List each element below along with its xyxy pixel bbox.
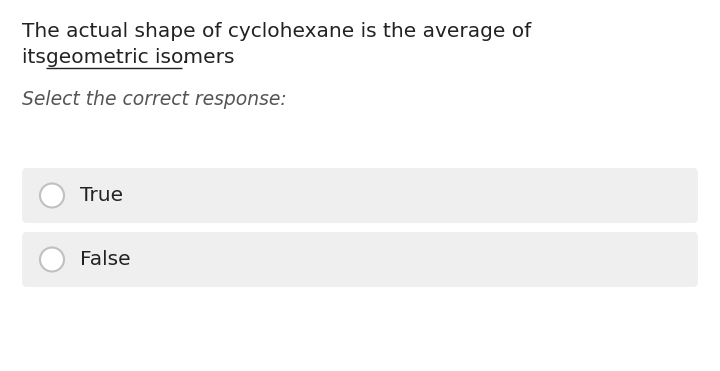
Circle shape bbox=[40, 247, 64, 272]
Text: Select the correct response:: Select the correct response: bbox=[22, 90, 287, 109]
FancyBboxPatch shape bbox=[22, 232, 698, 287]
Text: .: . bbox=[182, 48, 189, 67]
FancyBboxPatch shape bbox=[22, 168, 698, 223]
Text: True: True bbox=[80, 186, 123, 205]
Text: The actual shape of cyclohexane is the average of: The actual shape of cyclohexane is the a… bbox=[22, 22, 531, 41]
Text: its: its bbox=[22, 48, 53, 67]
Circle shape bbox=[40, 184, 64, 207]
Text: False: False bbox=[80, 250, 130, 269]
Text: geometric isomers: geometric isomers bbox=[46, 48, 235, 67]
